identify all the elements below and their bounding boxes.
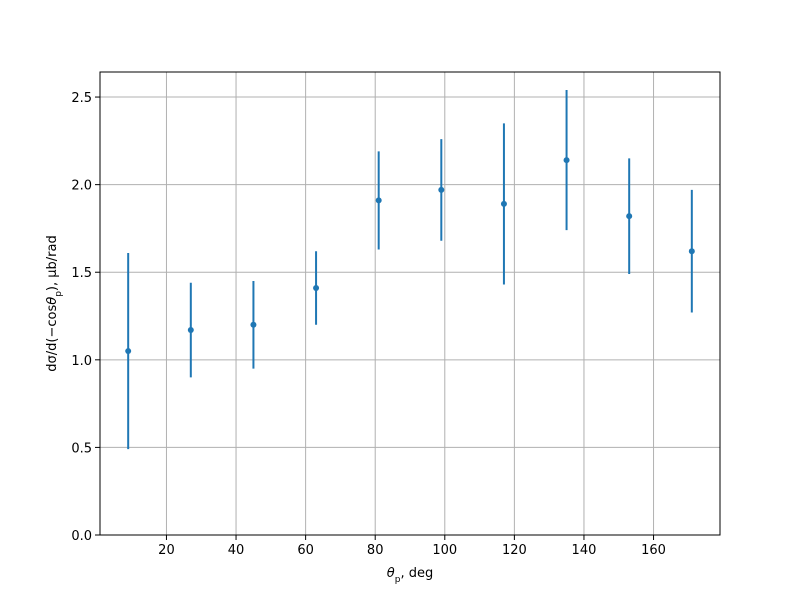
data-point (438, 186, 445, 193)
data-point (500, 200, 507, 207)
y-tick-label: 2.5 (71, 91, 92, 106)
x-tick-label: 160 (641, 543, 666, 558)
x-tick-label: 140 (572, 543, 597, 558)
x-tick-label: 120 (502, 543, 527, 558)
x-axis-label: θp, deg (387, 566, 433, 585)
data-point (375, 197, 382, 204)
x-tick-label: 60 (297, 543, 314, 558)
x-tick-label: 100 (432, 543, 457, 558)
y-tick-label: 1.5 (71, 266, 92, 281)
label-run: p (395, 575, 401, 585)
data-point (187, 327, 194, 334)
y-tick-label: 0.0 (71, 529, 92, 544)
x-tick-label: 80 (367, 543, 384, 558)
label-run: θ (45, 297, 60, 305)
x-tick-label: 40 (228, 543, 245, 558)
plot-frame (99, 71, 721, 536)
label-run: ), μb/rad (45, 235, 60, 291)
label-run: p (54, 291, 64, 297)
y-tick-label: 0.5 (71, 441, 92, 456)
x-tick-label: 20 (158, 543, 175, 558)
data-point (688, 248, 695, 255)
y-tick-label: 1.0 (71, 354, 92, 369)
data-point (125, 348, 132, 355)
label-run: θ (387, 566, 395, 581)
data-point (250, 321, 257, 328)
y-axis-label: dσ/d(−cosθp), μb/rad (45, 235, 64, 371)
data-point (626, 213, 633, 220)
y-tick-label: 2.0 (71, 179, 92, 194)
data-point (313, 284, 320, 291)
label-run: dσ/d(−cos (45, 305, 60, 372)
data-point (563, 157, 570, 164)
label-run: , deg (400, 566, 433, 581)
